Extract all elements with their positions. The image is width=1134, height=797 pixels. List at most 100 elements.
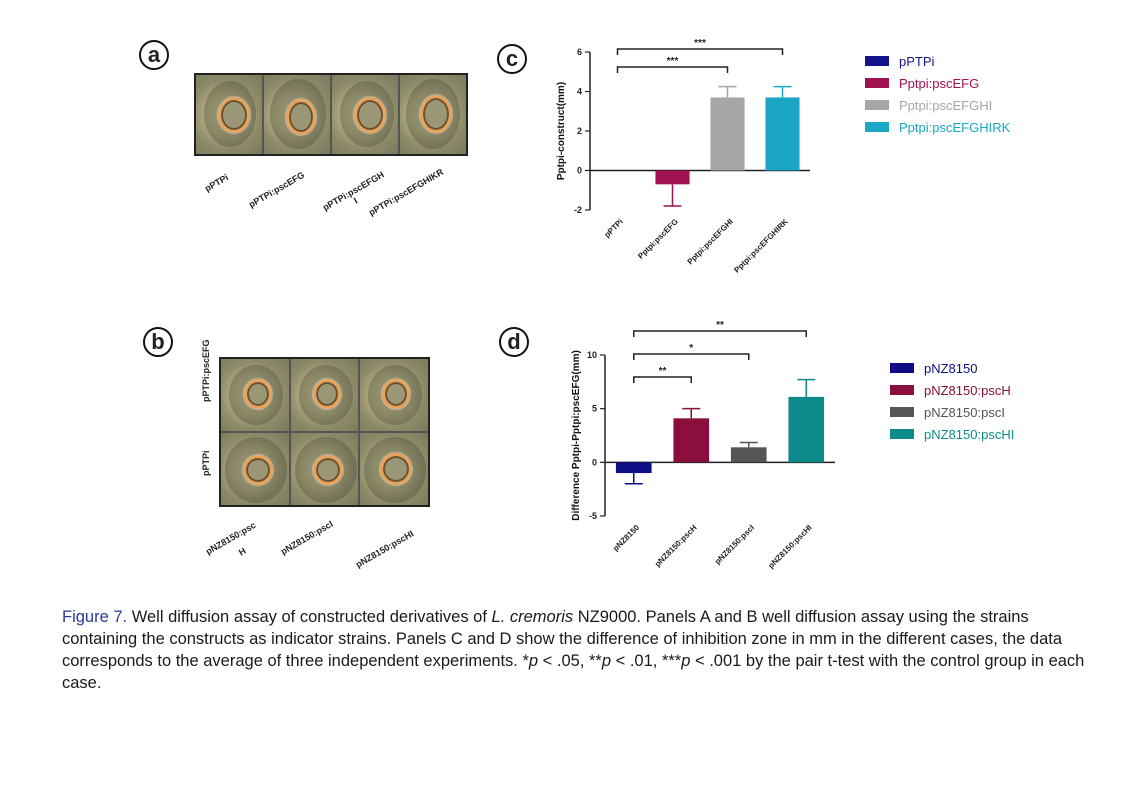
bar [673,418,710,463]
significance-label: * [689,343,693,354]
bar [615,462,652,474]
y-axis-label: Pptpi-construct(mm) [556,82,567,180]
legend-label: pNZ8150:pscHI [924,426,1015,442]
legend-c: pPTPi Pptpi:pscEFG Pptpi:pscEFGHI Pptpi:psc… [865,50,1010,138]
panel-b-row-label: pPTPi:pscEFG [201,339,211,402]
y-tick-label: 2 [577,126,582,136]
legend-label: pNZ8150:pscH [924,382,1011,398]
legend-d: pNZ8150 pNZ8150:pscH pNZ8150:pscI pNZ8150:p… [890,357,1014,445]
bar [730,447,767,463]
legend-item: pPTPi [865,50,1010,72]
plate-well [290,433,359,505]
significance-label: ** [716,320,724,331]
x-tick-label: Pptpi:pscEFGHI [685,217,734,266]
legend-swatch [865,78,889,88]
caption-text: < .001 by the pair t-test with the contr… [62,652,1085,692]
caption-p: p [528,652,539,670]
legend-item: pNZ8150:pscH [890,379,1014,401]
caption-p: p [601,652,612,670]
plate-well [332,75,398,154]
bar [655,170,690,185]
plate-well [221,433,289,505]
caption-text: Well diffusion assay of constructed deri… [127,608,492,626]
panel-b-col-label: pNZ8150:psc [204,519,258,557]
legend-label: pNZ8150:pscI [924,404,1005,420]
legend-swatch [865,100,889,110]
legend-swatch [890,385,914,395]
y-axis-label: Difference Pptpi-Pptpi:pscEFG(mm) [571,350,582,521]
y-tick-label: 6 [577,47,582,57]
plate-well [400,75,466,154]
panel-letter-d: d [499,327,529,357]
x-tick-label: pNZ8150:pscH [653,523,699,569]
legend-label: Pptpi:pscEFG [899,75,980,91]
x-tick-label: pNZ8150:pscHI [766,523,813,570]
y-tick-label: -5 [589,511,597,521]
figure-label: Figure 7. [62,608,128,626]
legend-swatch [890,429,914,439]
panel-a-label: pPTPi [203,172,231,194]
caption-p: p [681,652,691,670]
significance-bracket [616,66,729,73]
caption-species: L. cremoris [491,608,574,626]
panel-letter-a: a [139,40,169,70]
bar [788,396,825,463]
significance-label: *** [667,56,679,67]
legend-swatch [865,56,889,66]
plate-well [360,433,428,505]
legend-item: Pptpi:pscEFGHIRK [865,116,1010,138]
legend-item: Pptpi:pscEFG [865,72,1010,94]
x-tick-label: pNZ8150:pscI [713,523,756,566]
panel-a-label: pPTPi:pscEFG [247,169,307,210]
panel-a-plate-image [194,73,468,156]
significance-bracket [633,353,750,360]
legend-label: Pptpi:pscEFGHI [899,97,993,113]
legend-swatch [890,407,914,417]
panel-b-col-label: pNZ8150:pscI [279,518,335,557]
caption-text: < .05, ** [538,652,602,670]
y-tick-label: 0 [592,457,597,467]
legend-item: pNZ8150:pscHI [890,423,1014,445]
x-tick-label: Pptpi:pscEFGHIRK [732,217,790,275]
plate-well [221,359,289,431]
bar [710,97,745,171]
panel-letter-c: c [497,44,527,74]
legend-label: pNZ8150 [924,360,978,376]
legend-swatch [890,363,914,373]
y-tick-label: 5 [592,404,597,414]
y-tick-label: 4 [577,87,582,97]
significance-label: *** [694,38,706,49]
bar [765,97,800,171]
panel-b-col-label: H [237,545,248,558]
y-tick-label: 10 [587,350,597,360]
panel-b-row-label: pPTPi [201,450,211,476]
panel-b-plate-image [219,357,430,507]
chart-c: -2 0 2 4 6 Pptpi-construct(mm) pPTPi Pptpi:pscE… [556,38,810,275]
x-tick-label: pPTPi [603,217,625,239]
legend-item: pNZ8150 [890,357,1014,379]
legend-swatch [865,122,889,132]
plate-well [196,75,262,154]
figure-caption: Figure 7. Well diffusion assay of constr… [62,606,1087,694]
panel-a-label: I [352,195,360,206]
panel-letter-b: b [143,327,173,357]
x-tick-label: pNZ8150 [611,523,641,553]
plate-well [290,359,359,431]
chart-d: -5 0 5 10 Difference Pptpi-Pptpi:pscEFG(mm) p… [571,320,835,570]
panel-b-col-label: pNZ8150:pscHI [354,528,416,570]
significance-label: ** [659,366,667,377]
legend-label: pPTPi [899,53,935,69]
caption-text: < .01, *** [611,652,682,670]
significance-bracket [633,330,807,337]
legend-item: Pptpi:pscEFGHI [865,94,1010,116]
plate-well [360,359,428,431]
plate-well [264,75,330,154]
legend-item: pNZ8150:pscI [890,401,1014,423]
legend-label: Pptpi:pscEFGHIRK [899,119,1011,135]
y-tick-label: 0 [577,166,582,176]
significance-bracket [633,376,692,383]
significance-bracket [616,48,784,55]
caption-text: NZ9000. Panels A and B well diffusion as… [62,608,1063,670]
x-tick-label: Pptpi:pscEFG [636,217,680,261]
y-tick-label: -2 [574,205,582,215]
